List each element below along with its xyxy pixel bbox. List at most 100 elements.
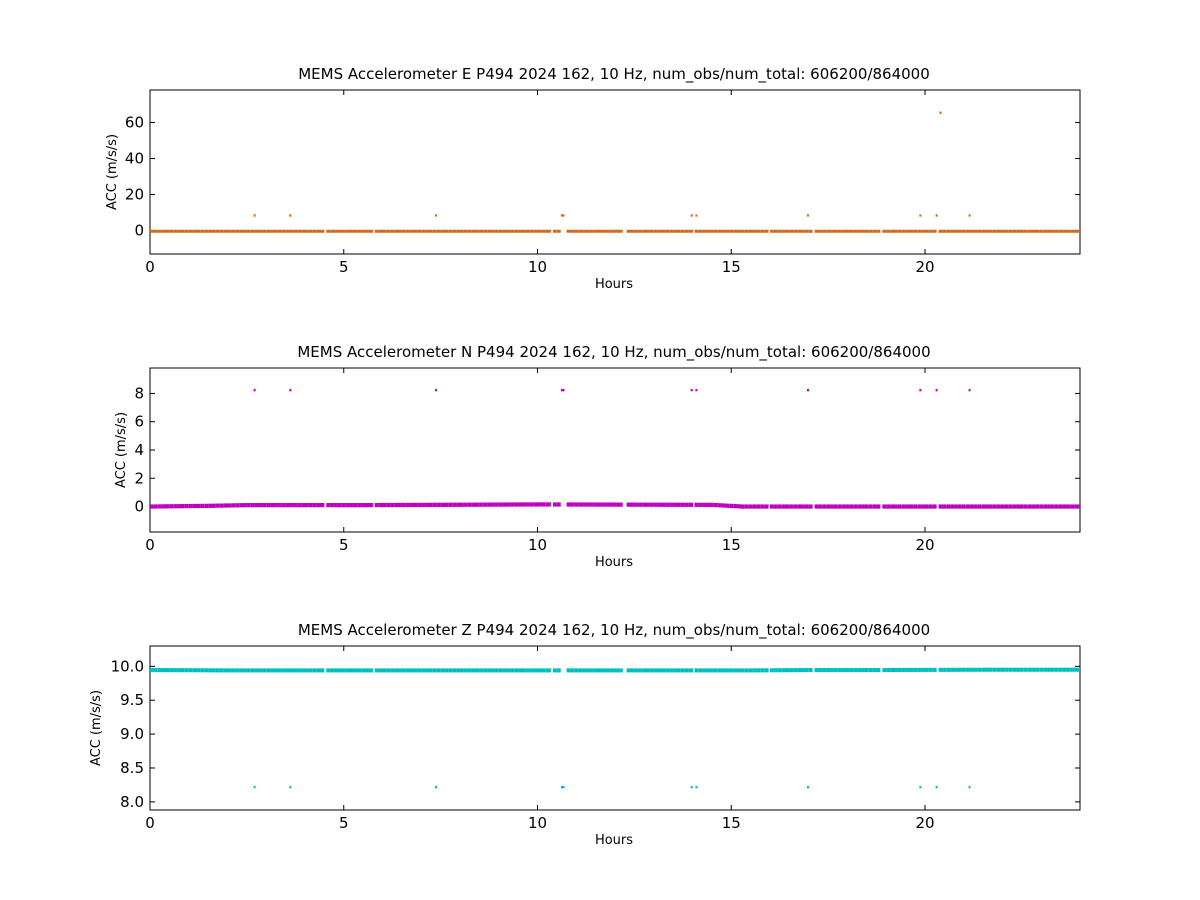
panel-e-data-band xyxy=(487,229,491,233)
panel-e-data-band xyxy=(467,229,472,233)
panel-n-outlier-point xyxy=(434,388,437,392)
panel-z-data-band xyxy=(545,668,550,673)
panel-z-data-band xyxy=(760,668,765,673)
panel-z-data-band xyxy=(1043,667,1048,672)
panel-z-data-band xyxy=(954,667,958,672)
panel-n-data-band xyxy=(491,502,495,507)
panel-n-data-band xyxy=(649,502,654,507)
panel-n-data-band xyxy=(456,502,460,507)
panel-z-data-band xyxy=(932,667,937,672)
panel-z-data-band xyxy=(593,668,598,673)
panel-e-data-band xyxy=(713,229,718,233)
panel-z-data-band xyxy=(702,668,707,673)
panel-n-data-band xyxy=(471,502,476,507)
panel-e-data-band xyxy=(988,229,993,233)
panel-n-data-band xyxy=(1031,504,1036,509)
panel-z-xtick-label: 10 xyxy=(528,814,547,832)
panel-z-xtick-label: 0 xyxy=(145,814,155,832)
panel-e-data-band xyxy=(673,229,677,233)
panel-e-outlier-point xyxy=(253,214,256,217)
panel-z-outlier-point xyxy=(690,785,693,789)
panel-z-data-band xyxy=(733,668,738,673)
panel-e-data-band xyxy=(188,229,193,233)
panel-e-data-band xyxy=(804,229,809,233)
panel-n-data-band xyxy=(1058,504,1063,509)
panel-n-data-band xyxy=(1008,504,1013,509)
panel-z-data-band xyxy=(556,668,561,673)
panel-e-data-band xyxy=(1031,229,1036,233)
panel-z-data-band xyxy=(394,668,398,673)
panel-z-data-band xyxy=(316,668,321,673)
panel-n-data-band xyxy=(502,502,507,507)
panel-z-data-band xyxy=(868,668,873,673)
panel-e-data-band xyxy=(471,229,476,233)
panel-e-data-band xyxy=(925,229,929,233)
panel-e-data-band xyxy=(494,229,499,233)
panel-e-data-band xyxy=(277,229,282,233)
panel-e-data-band xyxy=(223,229,228,233)
panel-z-data-band xyxy=(961,667,966,672)
panel-n-data-band xyxy=(773,504,778,509)
panel-e-data-band xyxy=(334,229,338,233)
panel-e-data-band xyxy=(593,229,598,233)
panel-n-data-band xyxy=(165,504,170,509)
panel-n-data-band xyxy=(785,504,790,509)
panel-z-data-band xyxy=(785,668,790,673)
panel-e-data-band xyxy=(1058,229,1063,233)
panel-z-data-band xyxy=(849,668,854,673)
panel-e-data-band xyxy=(374,229,379,233)
panel-z-data-band xyxy=(942,667,947,672)
panel-n-data-band xyxy=(386,502,391,508)
panel-e-data-band xyxy=(833,229,838,233)
panel-e-data-band xyxy=(770,229,774,233)
panel-z-data-band xyxy=(525,668,530,673)
panel-n-data-band xyxy=(613,502,617,507)
panel-n-data-band xyxy=(365,503,369,508)
panel-z-data-band xyxy=(285,668,290,673)
panel-e-data-band xyxy=(905,229,910,233)
panel-z-data-band xyxy=(969,667,974,672)
panel-z-data-band xyxy=(270,668,274,673)
panel-n-xtick-label: 5 xyxy=(339,536,349,554)
panel-e-data-band xyxy=(386,229,391,233)
panel-n-data-band xyxy=(721,503,726,508)
panel-n-data-band xyxy=(353,503,358,508)
panel-e-data-band xyxy=(830,229,834,233)
panel-e-data-band xyxy=(153,229,158,233)
panel-n-data-band xyxy=(378,502,383,508)
panel-n-ylabel: ACC (m/s/s) xyxy=(114,412,129,488)
panel-z-outlier-point xyxy=(919,785,922,789)
panel-e-data-band xyxy=(1023,229,1028,233)
panel-z-data-band xyxy=(274,668,278,673)
panel-e-data-band xyxy=(957,229,962,233)
panel-e-data-band xyxy=(250,229,255,233)
panel-e-data-band xyxy=(394,229,398,233)
panel-z-data-band xyxy=(432,668,437,673)
panel-e-data-band xyxy=(337,229,342,233)
panel-z-outlier-point xyxy=(968,785,971,789)
panel-e-outlier-point xyxy=(939,111,942,114)
panel-n-data-band xyxy=(740,504,745,509)
panel-n-data-band xyxy=(409,502,414,508)
panel-z-data-band xyxy=(574,668,579,673)
panel-n-data-band xyxy=(533,502,538,507)
panel-e-data-band xyxy=(890,229,894,233)
panel-n-data-band xyxy=(479,502,484,507)
panel-n-data-band xyxy=(677,502,681,507)
panel-e-data-band xyxy=(533,229,538,233)
panel-z-data-band xyxy=(992,667,997,672)
panel-z-data-band xyxy=(169,668,174,673)
panel-n-data-band xyxy=(204,503,209,508)
panel-n-data-band xyxy=(932,504,937,509)
panel-e-data-band xyxy=(917,229,922,233)
panel-n-data-band xyxy=(849,504,854,509)
panel-z-data-band xyxy=(277,668,282,673)
panel-z-data-band xyxy=(436,668,441,673)
panel-n-data-band xyxy=(872,504,877,509)
panel-z-data-band xyxy=(553,668,557,673)
panel-z-data-band xyxy=(440,668,445,673)
panel-e-xtick-label: 20 xyxy=(915,258,934,276)
panel-n-data-band xyxy=(150,504,154,509)
panel-z-data-band xyxy=(673,668,677,673)
panel-z-data-band xyxy=(876,667,881,673)
